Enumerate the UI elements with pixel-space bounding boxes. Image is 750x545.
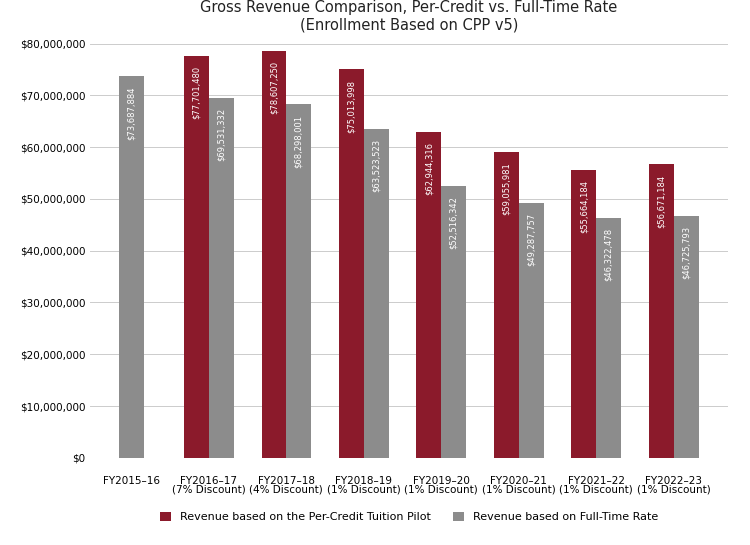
Text: (4% Discount): (4% Discount) <box>250 485 323 495</box>
Text: $56,671,184: $56,671,184 <box>657 175 666 228</box>
Text: FY2019–20: FY2019–20 <box>413 476 470 486</box>
Text: $46,725,793: $46,725,793 <box>682 226 691 280</box>
Bar <box>674 216 698 458</box>
Bar <box>649 165 674 458</box>
Text: FY2015–16: FY2015–16 <box>103 476 160 486</box>
Bar <box>596 218 621 458</box>
Bar <box>519 203 544 458</box>
Bar <box>364 129 388 458</box>
Text: FY2016–17: FY2016–17 <box>180 476 237 486</box>
Bar <box>572 169 596 458</box>
Text: FY2020–21: FY2020–21 <box>490 476 548 486</box>
Text: $49,287,757: $49,287,757 <box>526 213 536 266</box>
Text: FY2021–22: FY2021–22 <box>568 476 625 486</box>
Text: (1% Discount): (1% Discount) <box>482 485 556 495</box>
Text: $59,055,981: $59,055,981 <box>502 162 511 215</box>
Bar <box>119 76 144 458</box>
Text: $63,523,523: $63,523,523 <box>372 140 381 192</box>
Text: $78,607,250: $78,607,250 <box>269 61 278 114</box>
Text: $77,701,480: $77,701,480 <box>192 66 201 119</box>
Text: $73,687,884: $73,687,884 <box>127 87 136 140</box>
Text: $52,516,342: $52,516,342 <box>449 196 458 249</box>
Legend: Revenue based on the Per-Credit Tuition Pilot, Revenue based on Full-Time Rate: Revenue based on the Per-Credit Tuition … <box>155 508 662 527</box>
Bar <box>184 56 209 458</box>
Title: Gross Revenue Comparison, Per-Credit vs. Full-Time Rate
(Enrollment Based on CPP: Gross Revenue Comparison, Per-Credit vs.… <box>200 1 617 33</box>
Text: $68,298,001: $68,298,001 <box>294 114 303 167</box>
Bar <box>416 132 441 458</box>
Text: FY2017–18: FY2017–18 <box>258 476 315 486</box>
Text: (1% Discount): (1% Discount) <box>637 485 710 495</box>
Bar <box>339 69 364 458</box>
Bar <box>209 98 234 458</box>
Bar <box>286 104 311 458</box>
Text: (7% Discount): (7% Discount) <box>172 485 246 495</box>
Text: $62,944,316: $62,944,316 <box>424 142 433 195</box>
Bar <box>494 152 519 458</box>
Bar <box>262 51 286 458</box>
Text: $75,013,998: $75,013,998 <box>347 80 356 133</box>
Bar <box>441 186 466 458</box>
Text: $55,664,184: $55,664,184 <box>579 180 588 233</box>
Text: (1% Discount): (1% Discount) <box>560 485 633 495</box>
Text: $46,322,478: $46,322,478 <box>604 228 613 281</box>
Text: $69,531,332: $69,531,332 <box>217 108 226 161</box>
Text: (1% Discount): (1% Discount) <box>327 485 400 495</box>
Text: FY2022–23: FY2022–23 <box>645 476 702 486</box>
Text: (1% Discount): (1% Discount) <box>404 485 478 495</box>
Text: FY2018–19: FY2018–19 <box>335 476 392 486</box>
